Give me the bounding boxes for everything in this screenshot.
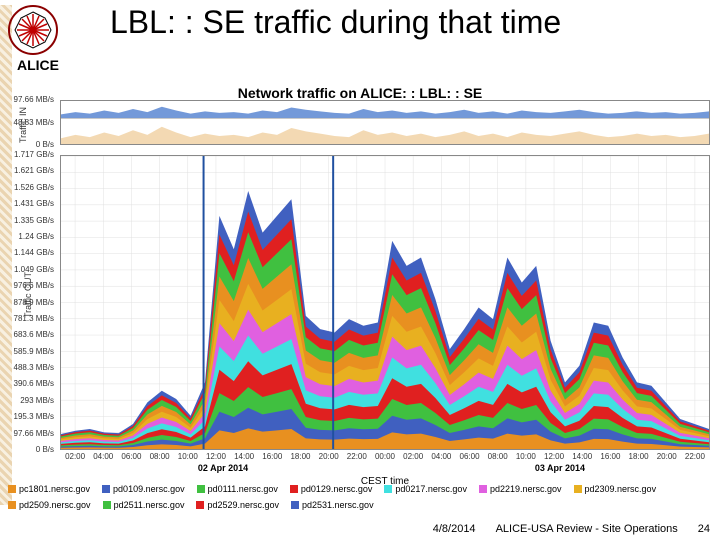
x-tick: 18:00 bbox=[629, 452, 649, 461]
y-tick-in: 97.66 MB/s bbox=[2, 95, 54, 104]
y-tick-out: 683.6 MB/s bbox=[2, 330, 54, 339]
legend-label: pd0129.nersc.gov bbox=[301, 484, 373, 494]
legend-marker bbox=[103, 501, 111, 509]
x-tick: 08:00 bbox=[488, 452, 508, 461]
legend-label: pd2309.nersc.gov bbox=[585, 484, 657, 494]
x-date-label: 02 Apr 2014 bbox=[198, 463, 248, 473]
x-tick: 14:00 bbox=[572, 452, 592, 461]
x-tick: 16:00 bbox=[262, 452, 282, 461]
legend-marker bbox=[291, 501, 299, 509]
y-tick-out: 976.6 MB/s bbox=[2, 281, 54, 290]
legend-label: pd0111.nersc.gov bbox=[208, 484, 278, 494]
x-tick: 16:00 bbox=[600, 452, 620, 461]
legend: pc1801.nersc.gov pd0109.nersc.gov pd0111.n… bbox=[8, 484, 712, 510]
y-tick-out: 1.049 GB/s bbox=[2, 265, 54, 274]
y-tick-in: 48.83 MB/s bbox=[2, 118, 54, 127]
footer-text: ALICE-USA Review - Site Operations bbox=[496, 523, 678, 535]
legend-item: pd0129.nersc.gov bbox=[290, 484, 373, 494]
y-tick-out: 585.9 MB/s bbox=[2, 347, 54, 356]
x-tick: 04:00 bbox=[431, 452, 451, 461]
y-tick-out: 293 MB/s bbox=[2, 396, 54, 405]
x-tick: 18:00 bbox=[290, 452, 310, 461]
y-tick-out: 0 B/s bbox=[2, 445, 54, 454]
footer: 4/8/2014 ALICE-USA Review - Site Operati… bbox=[433, 523, 710, 535]
x-tick: 22:00 bbox=[347, 452, 367, 461]
legend-label: pd2509.nersc.gov bbox=[19, 500, 91, 510]
legend-label: pd0109.nersc.gov bbox=[113, 484, 185, 494]
legend-marker bbox=[290, 485, 298, 493]
y-tick-out: 1.717 GB/s bbox=[2, 150, 54, 159]
legend-item: pd2509.nersc.gov bbox=[8, 500, 91, 510]
y-tick-out: 1.24 GB/s bbox=[2, 232, 54, 241]
y-tick-out: 488.3 MB/s bbox=[2, 363, 54, 372]
legend-marker bbox=[384, 485, 392, 493]
legend-marker bbox=[8, 485, 16, 493]
x-tick: 06:00 bbox=[121, 452, 141, 461]
legend-label: pd2529.nersc.gov bbox=[207, 500, 279, 510]
y-tick-out: 1.526 GB/s bbox=[2, 183, 54, 192]
y-axis-label-out: Traffic OUT bbox=[23, 272, 33, 318]
x-tick: 06:00 bbox=[460, 452, 480, 461]
legend-label: pc1801.nersc.gov bbox=[19, 484, 90, 494]
x-tick: 08:00 bbox=[150, 452, 170, 461]
legend-marker bbox=[196, 501, 204, 509]
footer-date: 4/8/2014 bbox=[433, 523, 476, 535]
legend-item: pc1801.nersc.gov bbox=[8, 484, 90, 494]
x-tick: 20:00 bbox=[657, 452, 677, 461]
y-tick-out: 97.66 MB/s bbox=[2, 429, 54, 438]
legend-item: pd2219.nersc.gov bbox=[479, 484, 562, 494]
y-tick-out: 1.621 GB/s bbox=[2, 166, 54, 175]
y-tick-out: 781.3 MB/s bbox=[2, 314, 54, 323]
chart-title: Network traffic on ALICE: : LBL: : SE bbox=[238, 85, 482, 101]
x-tick: 02:00 bbox=[65, 452, 85, 461]
legend-item: pd0111.nersc.gov bbox=[197, 484, 278, 494]
legend-item: pd0217.nersc.gov bbox=[384, 484, 467, 494]
x-tick: 10:00 bbox=[516, 452, 536, 461]
x-tick: 10:00 bbox=[178, 452, 198, 461]
x-date-label: 03 Apr 2014 bbox=[535, 463, 585, 473]
legend-label: pd2219.nersc.gov bbox=[490, 484, 562, 494]
legend-label: pd2531.nersc.gov bbox=[302, 500, 374, 510]
legend-item: pd2531.nersc.gov bbox=[291, 500, 374, 510]
legend-marker bbox=[102, 485, 110, 493]
y-tick-out: 878.9 MB/s bbox=[2, 298, 54, 307]
x-tick: 12:00 bbox=[206, 452, 226, 461]
footer-page: 24 bbox=[698, 523, 710, 535]
y-tick-out: 1.144 GB/s bbox=[2, 248, 54, 257]
x-tick: 22:00 bbox=[685, 452, 705, 461]
legend-marker bbox=[574, 485, 582, 493]
y-tick-out: 1.431 GB/s bbox=[2, 199, 54, 208]
legend-label: pd2511.nersc.gov bbox=[114, 500, 185, 510]
legend-item: pd2309.nersc.gov bbox=[574, 484, 657, 494]
traffic-out-chart: 02:0004:0006:0008:0010:0012:0014:0016:00… bbox=[60, 155, 710, 450]
legend-label: pd0217.nersc.gov bbox=[395, 484, 467, 494]
y-tick-out: 390.6 MB/s bbox=[2, 379, 54, 388]
y-tick-out: 195.3 MB/s bbox=[2, 412, 54, 421]
chart-area: 02:00 04:00 06:00 08:00 10:00 12:00 14:00 16:00… bbox=[60, 100, 710, 460]
x-tick: 12:00 bbox=[544, 452, 564, 461]
y-tick-out: 1.335 GB/s bbox=[2, 216, 54, 225]
legend-item: pd2529.nersc.gov bbox=[196, 500, 279, 510]
alice-logo: ALICE bbox=[8, 5, 68, 85]
alice-logo-text: ALICE bbox=[8, 57, 68, 73]
legend-item: pd0109.nersc.gov bbox=[102, 484, 185, 494]
legend-marker bbox=[479, 485, 487, 493]
y-tick-in: 0 B/s bbox=[2, 140, 54, 149]
legend-marker bbox=[197, 485, 205, 493]
legend-item: pd2511.nersc.gov bbox=[103, 500, 185, 510]
x-tick: 14:00 bbox=[234, 452, 254, 461]
legend-marker bbox=[8, 501, 16, 509]
x-tick: 02:00 bbox=[403, 452, 423, 461]
x-tick: 00:00 bbox=[375, 452, 395, 461]
alice-logo-icon bbox=[8, 5, 58, 55]
x-tick: 20:00 bbox=[319, 452, 339, 461]
x-tick: 04:00 bbox=[93, 452, 113, 461]
slide-title: LBL: : SE traffic during that time bbox=[110, 5, 561, 40]
traffic-in-chart bbox=[60, 100, 710, 145]
